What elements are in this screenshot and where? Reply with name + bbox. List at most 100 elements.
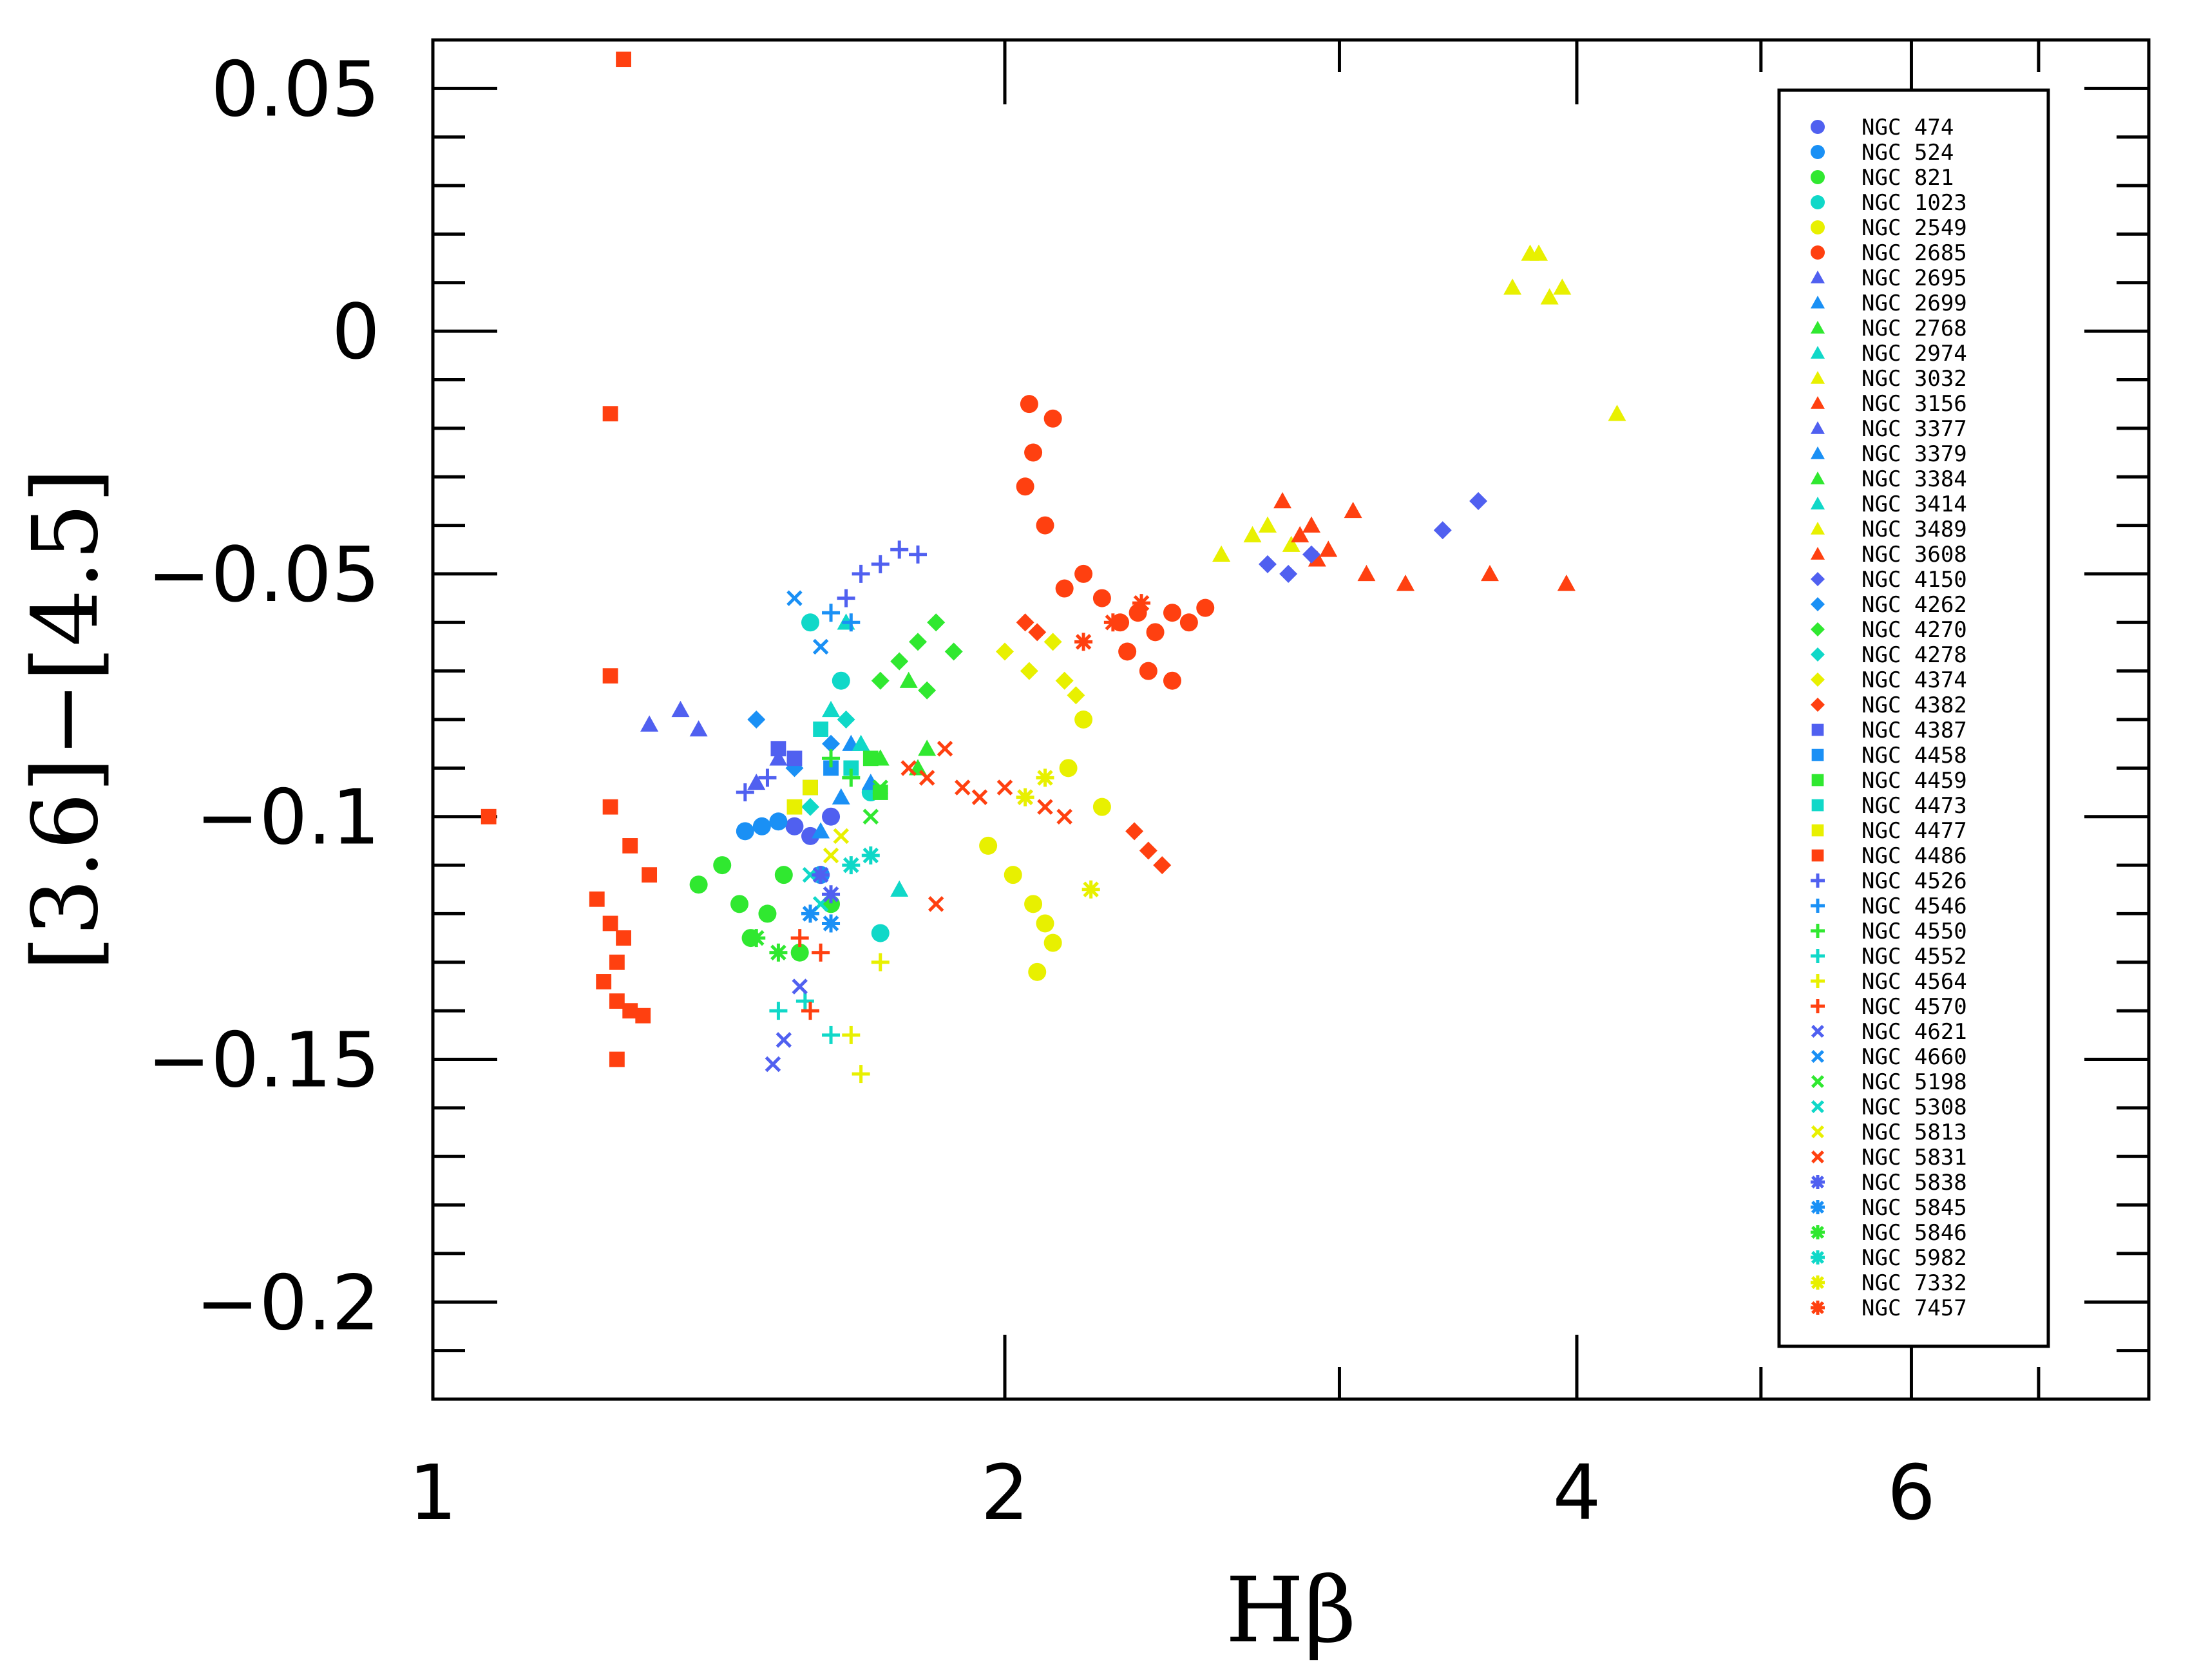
data-point <box>786 590 803 606</box>
data-point <box>602 406 618 422</box>
legend-marker <box>1811 673 1825 687</box>
legend-label: NGC 4382 <box>1862 692 1967 718</box>
data-point <box>822 604 841 622</box>
legend-marker <box>1811 1150 1825 1164</box>
data-point <box>1016 613 1034 632</box>
data-point <box>862 808 879 825</box>
data-point <box>1481 564 1500 582</box>
legend-marker <box>1811 522 1825 535</box>
legend-label: NGC 3156 <box>1862 391 1967 417</box>
data-point <box>801 797 820 816</box>
data-point <box>736 783 754 802</box>
data-point <box>795 992 814 1011</box>
legend-marker <box>1811 170 1825 184</box>
legend-label: NGC 4621 <box>1862 1019 1967 1045</box>
data-point <box>1196 598 1215 617</box>
data-point <box>918 740 937 756</box>
legend-marker <box>1811 396 1825 409</box>
data-point <box>1037 799 1053 815</box>
data-point <box>622 1003 638 1019</box>
legend-marker <box>1811 1275 1825 1290</box>
data-point <box>823 760 839 776</box>
legend-label: NGC 3489 <box>1862 517 1967 542</box>
data-point <box>909 545 928 564</box>
data-point <box>1074 633 1093 651</box>
x-tick-label: 2 <box>980 1448 1029 1537</box>
data-point <box>758 904 777 923</box>
data-point <box>842 856 861 875</box>
data-point <box>1557 575 1576 591</box>
data-point <box>1103 613 1122 632</box>
legend-marker <box>1811 799 1824 812</box>
legend-marker <box>1811 974 1825 988</box>
data-point <box>776 1032 792 1048</box>
data-point <box>871 924 890 942</box>
x-tick-label: 4 <box>1552 1448 1601 1537</box>
data-point <box>689 875 708 894</box>
data-point <box>928 896 944 912</box>
data-point <box>1036 516 1054 535</box>
legend-marker <box>1811 622 1825 636</box>
legend-label: NGC 3032 <box>1862 366 1967 392</box>
data-point <box>1433 521 1452 540</box>
data-point <box>1028 623 1047 642</box>
data-point <box>801 904 820 923</box>
data-point <box>1357 564 1376 582</box>
data-point <box>1258 516 1277 533</box>
x-axis-title: Hβ <box>1225 1558 1356 1663</box>
data-point <box>833 828 850 845</box>
data-point <box>747 773 766 790</box>
data-point <box>736 822 754 841</box>
data-point <box>642 867 658 883</box>
data-point <box>944 642 963 661</box>
x-tick-label: 6 <box>1887 1448 1936 1537</box>
data-point <box>790 929 809 948</box>
legend-marker <box>1811 873 1825 888</box>
legend-marker <box>1811 472 1825 484</box>
data-point <box>842 1026 861 1044</box>
legend-label: NGC 524 <box>1862 140 1954 166</box>
legend-marker <box>1811 949 1825 963</box>
data-point <box>1074 564 1093 583</box>
data-point <box>1212 545 1231 562</box>
data-point <box>1469 492 1488 510</box>
data-point <box>635 1007 651 1024</box>
legend-marker <box>1811 1301 1825 1315</box>
data-point <box>1081 880 1100 899</box>
legend-label: NGC 4546 <box>1862 893 1967 919</box>
data-point <box>979 836 998 855</box>
y-tick-label: 0.05 <box>211 44 380 133</box>
data-point <box>852 564 870 583</box>
data-point <box>792 978 808 995</box>
data-point <box>803 779 818 796</box>
legend-marker <box>1811 120 1825 134</box>
legend-marker <box>1811 723 1824 736</box>
data-point <box>1163 671 1181 690</box>
data-point <box>1067 686 1085 705</box>
legend-label: NGC 4486 <box>1862 843 1967 869</box>
data-point <box>1139 662 1157 680</box>
data-point <box>769 943 788 962</box>
data-point <box>918 681 937 700</box>
data-point <box>1125 822 1144 841</box>
data-point <box>758 768 777 787</box>
data-point <box>770 741 786 757</box>
data-point <box>602 915 618 931</box>
data-point <box>1179 613 1198 632</box>
y-tick-label: −0.1 <box>195 773 380 862</box>
data-point <box>1146 623 1165 642</box>
data-point <box>842 613 861 632</box>
data-point <box>937 740 953 757</box>
data-point <box>927 613 946 632</box>
data-point <box>1319 540 1338 557</box>
data-point <box>900 760 917 776</box>
data-point <box>713 856 732 875</box>
data-point <box>1092 797 1111 816</box>
data-point <box>1503 278 1522 295</box>
data-point <box>785 817 804 835</box>
legend-label: NGC 2974 <box>1862 341 1967 367</box>
legend-marker <box>1811 1049 1825 1064</box>
data-point <box>890 540 909 559</box>
axis-ticks <box>431 38 2149 1401</box>
